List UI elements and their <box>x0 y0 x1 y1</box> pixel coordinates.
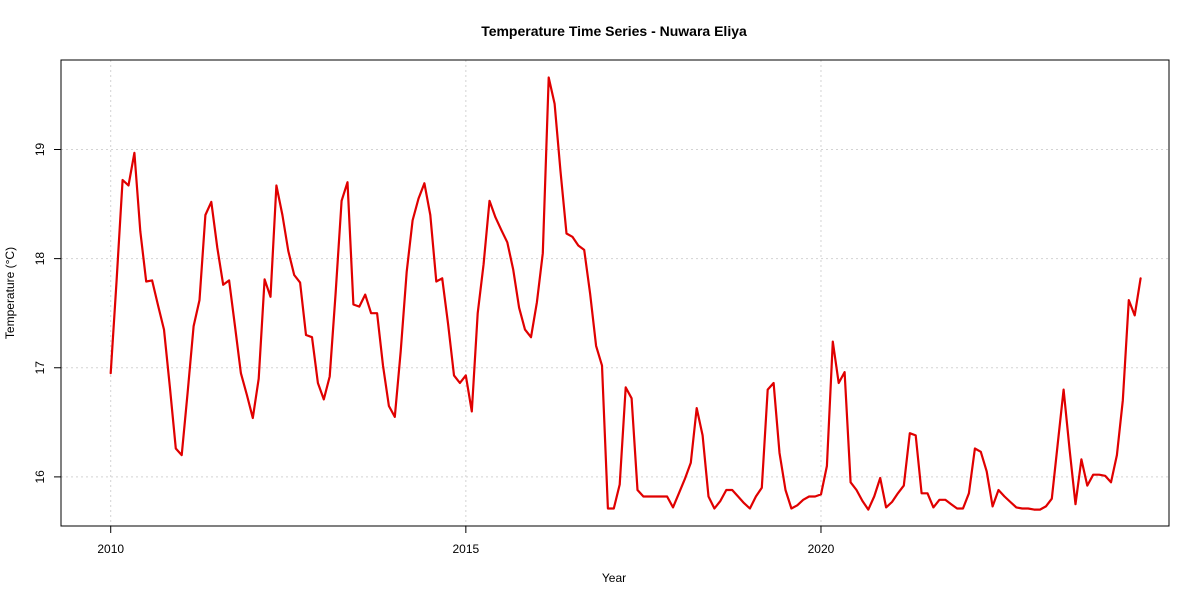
x-tick-label: 2015 <box>452 542 479 556</box>
y-tick-label: 16 <box>33 470 47 484</box>
y-tick-label: 18 <box>33 252 47 266</box>
y-axis-ticks: 16 17 18 19 <box>33 142 61 484</box>
x-tick-label: 2010 <box>97 542 124 556</box>
x-tick-label: 2020 <box>808 542 835 556</box>
chart-title: Temperature Time Series - Nuwara Eliya <box>481 23 747 39</box>
y-tick-label: 17 <box>33 361 47 375</box>
series-layer <box>109 76 1142 511</box>
x-axis-ticks: 2010 2015 2020 <box>97 526 835 556</box>
y-tick-label: 19 <box>33 142 47 156</box>
temperature-series-line <box>109 76 1142 511</box>
y-axis-label: Temperature (°C) <box>3 247 17 339</box>
plot-frame <box>60 59 1170 527</box>
x-axis-label: Year <box>602 571 626 585</box>
grid-lines <box>61 60 1169 526</box>
